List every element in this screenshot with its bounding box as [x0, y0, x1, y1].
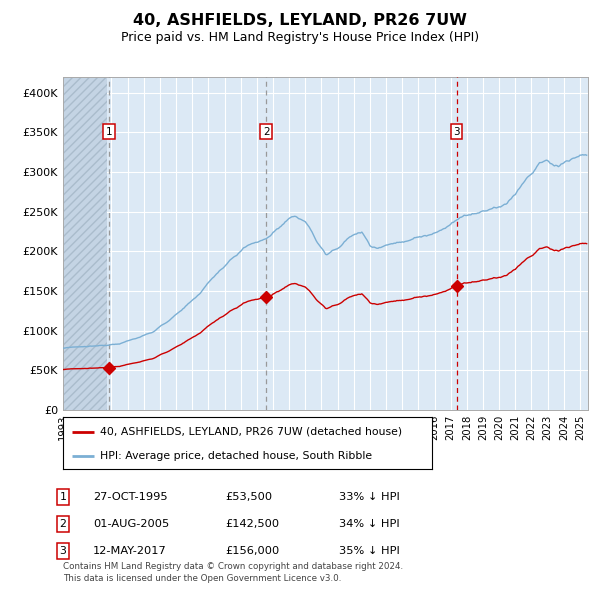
Text: 27-OCT-1995: 27-OCT-1995: [93, 492, 167, 502]
Text: 34% ↓ HPI: 34% ↓ HPI: [339, 519, 400, 529]
Text: 3: 3: [453, 127, 460, 137]
Text: Price paid vs. HM Land Registry's House Price Index (HPI): Price paid vs. HM Land Registry's House …: [121, 31, 479, 44]
Text: 3: 3: [59, 546, 67, 556]
Text: 1: 1: [59, 492, 67, 502]
Text: Contains HM Land Registry data © Crown copyright and database right 2024.
This d: Contains HM Land Registry data © Crown c…: [63, 562, 403, 583]
Text: 40, ASHFIELDS, LEYLAND, PR26 7UW: 40, ASHFIELDS, LEYLAND, PR26 7UW: [133, 13, 467, 28]
Text: 01-AUG-2005: 01-AUG-2005: [93, 519, 169, 529]
Text: £142,500: £142,500: [225, 519, 279, 529]
Text: £156,000: £156,000: [225, 546, 279, 556]
Text: 2: 2: [59, 519, 67, 529]
Text: 33% ↓ HPI: 33% ↓ HPI: [339, 492, 400, 502]
Text: 2: 2: [263, 127, 269, 137]
Text: HPI: Average price, detached house, South Ribble: HPI: Average price, detached house, Sout…: [100, 451, 372, 461]
Text: 1: 1: [106, 127, 112, 137]
Text: 35% ↓ HPI: 35% ↓ HPI: [339, 546, 400, 556]
Text: 12-MAY-2017: 12-MAY-2017: [93, 546, 167, 556]
Text: £53,500: £53,500: [225, 492, 272, 502]
Text: 40, ASHFIELDS, LEYLAND, PR26 7UW (detached house): 40, ASHFIELDS, LEYLAND, PR26 7UW (detach…: [100, 427, 402, 437]
